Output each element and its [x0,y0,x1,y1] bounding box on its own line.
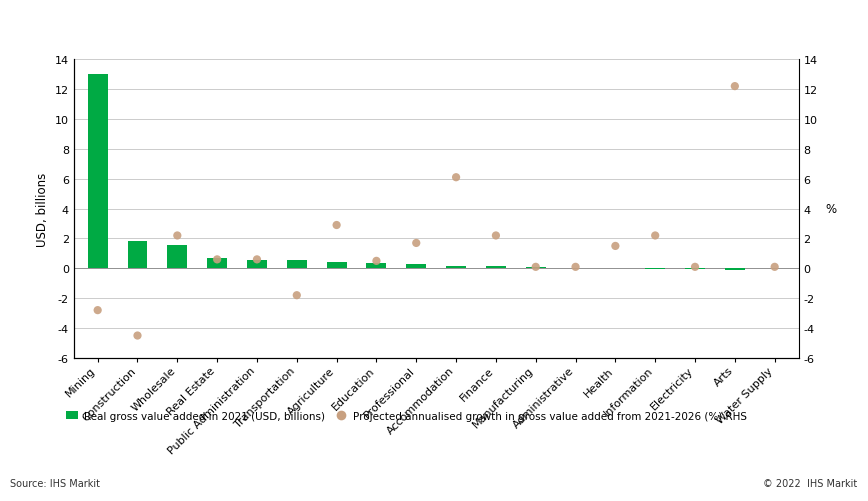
Point [489,232,503,240]
Point [569,264,582,272]
Bar [446,267,466,269]
Bar [286,261,306,269]
Point [410,239,424,247]
Bar [88,75,108,269]
Point [449,174,463,182]
Legend: Real gross value added in 2021 (USD, billions), Projected annualised growth in g: Real gross value added in 2021 (USD, bil… [62,407,751,425]
Point [170,232,184,240]
Bar [685,269,705,270]
Bar [366,264,386,269]
Point [529,264,542,272]
Point [608,242,622,250]
Bar [605,268,625,269]
Point [370,258,384,266]
Text: © 2022  IHS Markit: © 2022 IHS Markit [763,478,858,488]
Bar [526,268,546,269]
Point [290,292,304,300]
Bar [326,263,346,269]
Bar [486,267,506,269]
Bar [725,269,745,270]
Point [91,307,105,315]
Point [767,264,781,272]
Bar [645,269,665,270]
Bar [566,268,586,269]
Text: Projected growth of different sectors in Campeche: Projected growth of different sectors in… [10,19,397,33]
Bar [406,265,426,269]
Point [250,256,264,264]
Point [210,256,224,264]
Point [648,232,662,240]
Y-axis label: USD, billions: USD, billions [36,172,49,246]
Point [688,264,702,272]
Bar [247,261,267,269]
Point [728,83,742,91]
Bar [207,259,227,269]
Point [130,332,144,340]
Point [330,221,344,229]
Text: Source: IHS Markit: Source: IHS Markit [10,478,101,488]
Y-axis label: %: % [825,203,837,215]
Bar [168,245,187,269]
Bar [128,241,148,269]
